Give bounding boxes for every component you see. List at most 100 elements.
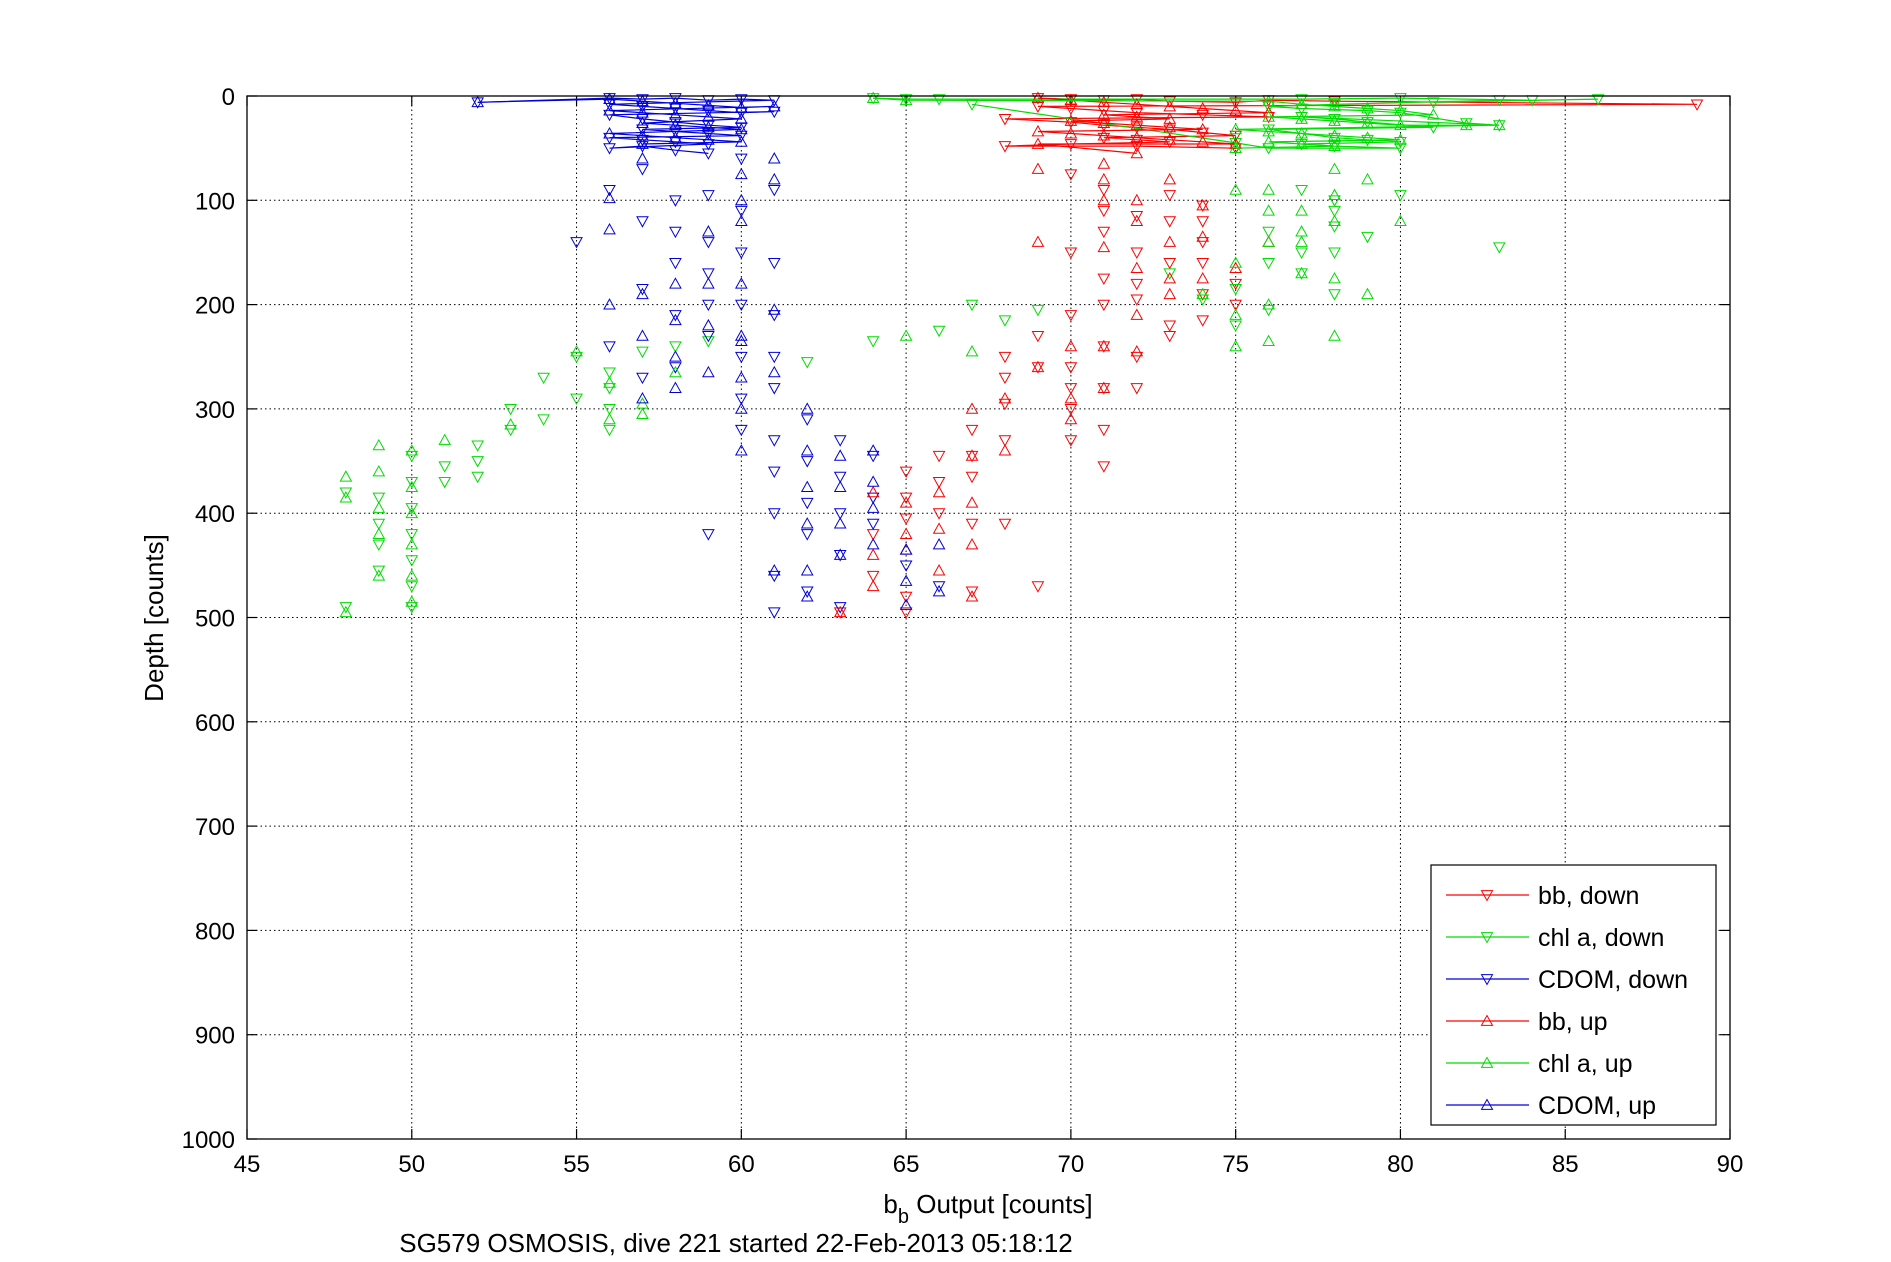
data-point: [767, 257, 781, 270]
data-point: [603, 92, 616, 105]
data-point: [899, 598, 913, 610]
data-point: [1262, 183, 1275, 195]
data-point: [1064, 383, 1078, 395]
data-point: [1097, 116, 1111, 129]
data-point: [669, 313, 682, 326]
data-point: [405, 444, 419, 456]
data-point: [1262, 94, 1275, 107]
data-point: [603, 412, 616, 425]
data-point: [405, 506, 419, 519]
plot-area-frame: [246, 95, 1731, 1140]
data-point: [998, 398, 1012, 411]
data-point: [405, 555, 419, 567]
data-point: [1031, 235, 1045, 247]
data-point: [734, 122, 748, 135]
data-point: [1130, 97, 1144, 110]
data-point: [932, 522, 946, 534]
data-point: [734, 100, 748, 113]
data-point: [965, 450, 979, 463]
data-point: [702, 225, 715, 237]
data-point: [669, 365, 682, 378]
data-point: [405, 503, 419, 515]
data-point: [1163, 190, 1177, 202]
data-point: [734, 424, 748, 437]
data-point: [669, 257, 682, 270]
y-tick-label: 1000: [182, 1127, 235, 1154]
data-point: [702, 277, 715, 289]
x-tick-label: 45: [234, 1151, 261, 1178]
data-point: [1196, 122, 1210, 135]
data-point: [570, 345, 583, 357]
data-point: [372, 501, 386, 513]
data-point: [372, 492, 386, 505]
data-point: [669, 350, 682, 362]
data-point: [405, 569, 419, 581]
data-point: [702, 529, 715, 541]
series-line: [477, 98, 775, 145]
data-point: [833, 471, 847, 484]
data-point: [1229, 130, 1243, 143]
data-point: [965, 518, 979, 531]
data-point: [833, 508, 847, 520]
data-point: [800, 402, 814, 414]
data-point: [1295, 268, 1308, 280]
data-point: [471, 95, 485, 108]
data-point: [1097, 461, 1111, 473]
data-point: [1295, 266, 1308, 279]
data-point: [1064, 362, 1078, 374]
data-point: [734, 351, 748, 364]
data-point: [833, 517, 847, 529]
data-point: [702, 336, 715, 348]
data-point: [734, 153, 748, 166]
data-point: [603, 99, 616, 111]
data-point: [1328, 221, 1341, 233]
data-point: [636, 137, 649, 149]
data-point: [899, 492, 913, 505]
data-point: [372, 527, 386, 539]
data-point: [899, 560, 913, 572]
data-point: [767, 435, 781, 447]
data-point: [767, 351, 781, 364]
data-point: [932, 537, 946, 550]
legend-label: chl a, up: [1538, 1050, 1633, 1078]
data-point: [405, 480, 419, 493]
data-point: [405, 450, 419, 463]
data-point: [1196, 109, 1210, 122]
data-point: [965, 586, 979, 598]
data-point: [1229, 104, 1243, 116]
data-point: [1130, 351, 1144, 364]
data-point: [866, 336, 880, 348]
data-point: [1229, 256, 1243, 268]
data-point: [1130, 193, 1144, 206]
data-point: [965, 402, 979, 414]
data-point: [372, 539, 386, 552]
x-tick-label: 85: [1552, 1151, 1579, 1178]
data-point: [1328, 139, 1341, 151]
data-point: [800, 444, 814, 456]
data-point: [1262, 204, 1275, 216]
data-point: [1262, 257, 1275, 270]
data-point: [899, 527, 913, 539]
data-point: [1031, 362, 1045, 374]
data-point: [899, 574, 913, 586]
data-point: [734, 334, 748, 347]
data-point: [965, 537, 979, 550]
y-tick-labels: 0 100 200 300 400 500 600 700 800 900 1000: [182, 84, 235, 1154]
data-point: [1130, 261, 1144, 273]
data-point: [866, 501, 880, 513]
data-point: [1196, 237, 1210, 249]
data-point: [1295, 247, 1308, 259]
data-point: [1163, 330, 1177, 343]
data-point: [636, 116, 649, 129]
data-point: [965, 590, 979, 602]
data-point: [734, 329, 748, 341]
data-point: [1097, 381, 1111, 393]
data-point: [998, 435, 1012, 447]
data-point: [405, 529, 419, 541]
data-point: [636, 372, 649, 385]
data-point: [833, 449, 847, 461]
data-point: [1064, 247, 1078, 259]
x-tick-label: 65: [893, 1151, 920, 1178]
data-point: [1295, 94, 1308, 106]
